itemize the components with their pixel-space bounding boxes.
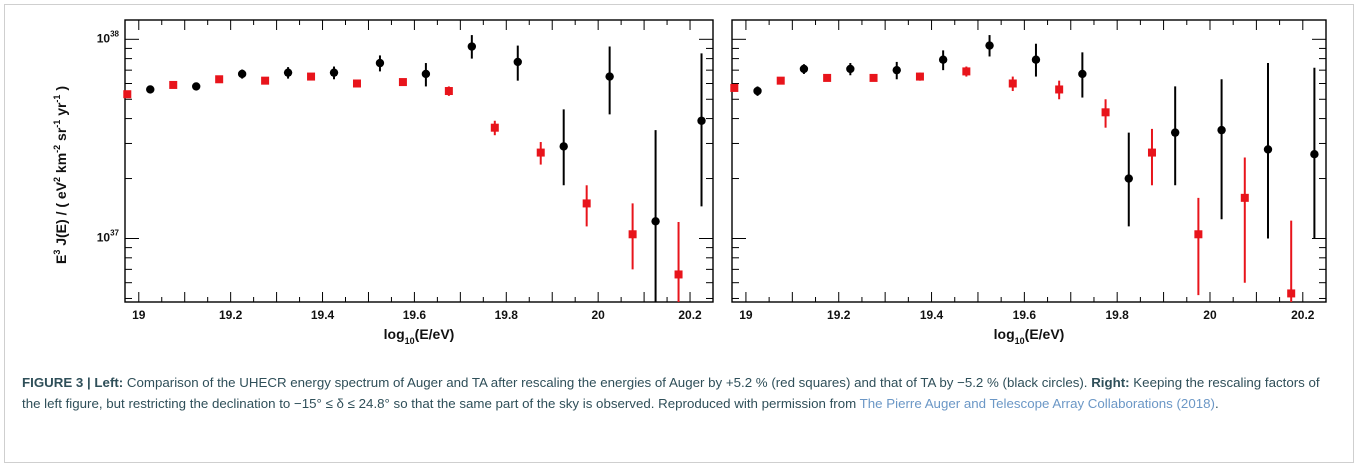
black-circle-point xyxy=(146,85,155,94)
black-circle-point xyxy=(1031,55,1041,64)
caption-figure-label: FIGURE 3 | Left: xyxy=(22,375,124,390)
red-square-point xyxy=(674,270,683,279)
figure-plots: 19 19.2 19.4 19.6 19.8 20 20.2 log10(E/eV) 1037 1… xyxy=(52,19,1327,346)
red-square-point xyxy=(582,199,591,208)
red-square-point xyxy=(628,230,637,239)
black-circle-point xyxy=(697,116,706,125)
red-square-point xyxy=(869,73,878,82)
x-tick-label: 19.4 xyxy=(311,308,335,322)
black-circle-point xyxy=(938,55,948,64)
red-square-point xyxy=(1287,289,1296,298)
svg-text:E3 J(E) / ( eV2 km-2 sr-1 yr-1: E3 J(E) / ( eV2 km-2 sr-1 yr-1 ) xyxy=(52,86,69,264)
caption-reference-link[interactable]: The Pierre Auger and Telescope Array Col… xyxy=(859,396,1215,411)
caption-text-right: Keeping the rescaling factors of the lef… xyxy=(22,375,1320,411)
red-square-point xyxy=(398,78,407,87)
red-square-point xyxy=(823,73,832,82)
red-square-point xyxy=(1101,108,1110,117)
red-square-point xyxy=(215,75,224,84)
x-tick-label: 19.8 xyxy=(1105,308,1129,322)
red-square-point xyxy=(776,76,785,85)
red-square-point xyxy=(261,76,270,85)
black-circle-point xyxy=(1170,128,1180,137)
black-circle-point xyxy=(985,41,994,50)
x-tick-label: 19.6 xyxy=(403,308,427,322)
black-circle-point xyxy=(1124,174,1133,183)
red-square-point xyxy=(123,90,132,99)
red-square-point xyxy=(307,72,316,81)
x-tick-label: 20.2 xyxy=(678,308,702,322)
x-tick-label: 19.6 xyxy=(1013,308,1037,322)
black-circle-point xyxy=(237,69,247,79)
red-square-point xyxy=(1240,193,1249,202)
black-circle-point xyxy=(846,64,855,74)
x-tick-label: 20 xyxy=(1203,308,1217,322)
red-square-point xyxy=(1147,148,1156,157)
plot-frame xyxy=(124,19,714,303)
black-circle-point xyxy=(1078,69,1087,79)
red-square-point xyxy=(169,80,178,89)
x-tick-label: 19.8 xyxy=(495,308,519,322)
black-circle-point xyxy=(559,142,568,151)
x-axis-title: log10(E/eV) xyxy=(384,326,455,346)
black-circle-point xyxy=(799,64,809,74)
caption-text-left: Comparison of the UHECR energy spectrum … xyxy=(123,375,1092,390)
caption-end: . xyxy=(1214,396,1219,411)
black-circle-point xyxy=(421,69,431,79)
x-tick-label: 19 xyxy=(132,308,146,322)
y-tick-label: 1037 xyxy=(97,229,120,245)
red-square-point xyxy=(962,67,971,76)
black-circle-point xyxy=(513,57,522,67)
right-panel: 19 19.2 19.4 19.6 19.8 20 20.2 log10(E/eV) xyxy=(730,19,1327,346)
red-square-point xyxy=(1194,230,1203,239)
black-circle-point xyxy=(375,58,385,68)
red-square-point xyxy=(352,79,361,88)
black-circle-point xyxy=(192,82,201,91)
red-square-point xyxy=(444,87,453,96)
red-square-point xyxy=(915,72,924,81)
x-tick-label: 19.4 xyxy=(920,308,944,322)
x-tick-label: 19.2 xyxy=(219,308,243,322)
x-tick-label: 20 xyxy=(591,308,605,322)
black-circle-point xyxy=(605,72,614,81)
left-panel: 19 19.2 19.4 19.6 19.8 20 20.2 log10(E/eV) 1037 1… xyxy=(97,19,714,346)
red-square-point xyxy=(490,123,499,132)
black-circle-point xyxy=(1310,149,1319,159)
x-axis-title: log10(E/eV) xyxy=(994,326,1065,346)
black-circle-point xyxy=(329,68,339,77)
black-circle-point xyxy=(1263,145,1273,154)
red-square-point xyxy=(730,83,739,92)
red-square-point xyxy=(1008,79,1017,88)
y-axis-title: E3 J(E) / ( eV2 km-2 sr-1 yr-1 ) xyxy=(52,86,69,264)
black-circle-point xyxy=(467,42,477,51)
figure-caption: FIGURE 3 | Left: Comparison of the UHECR… xyxy=(22,372,1338,414)
black-circle-point xyxy=(651,217,660,226)
x-tick-label: 19 xyxy=(739,308,753,322)
y-tick-label: 1038 xyxy=(97,29,120,45)
black-circle-point xyxy=(753,86,762,96)
black-circle-point xyxy=(1217,125,1226,135)
black-circle-point xyxy=(283,68,293,77)
plot-frame xyxy=(731,19,1327,303)
x-tick-label: 20.2 xyxy=(1291,308,1315,322)
caption-right-label: Right: xyxy=(1091,375,1130,390)
x-tick-label: 19.2 xyxy=(827,308,851,322)
red-square-point xyxy=(536,148,545,157)
black-circle-point xyxy=(892,65,901,75)
red-square-point xyxy=(1055,85,1064,94)
